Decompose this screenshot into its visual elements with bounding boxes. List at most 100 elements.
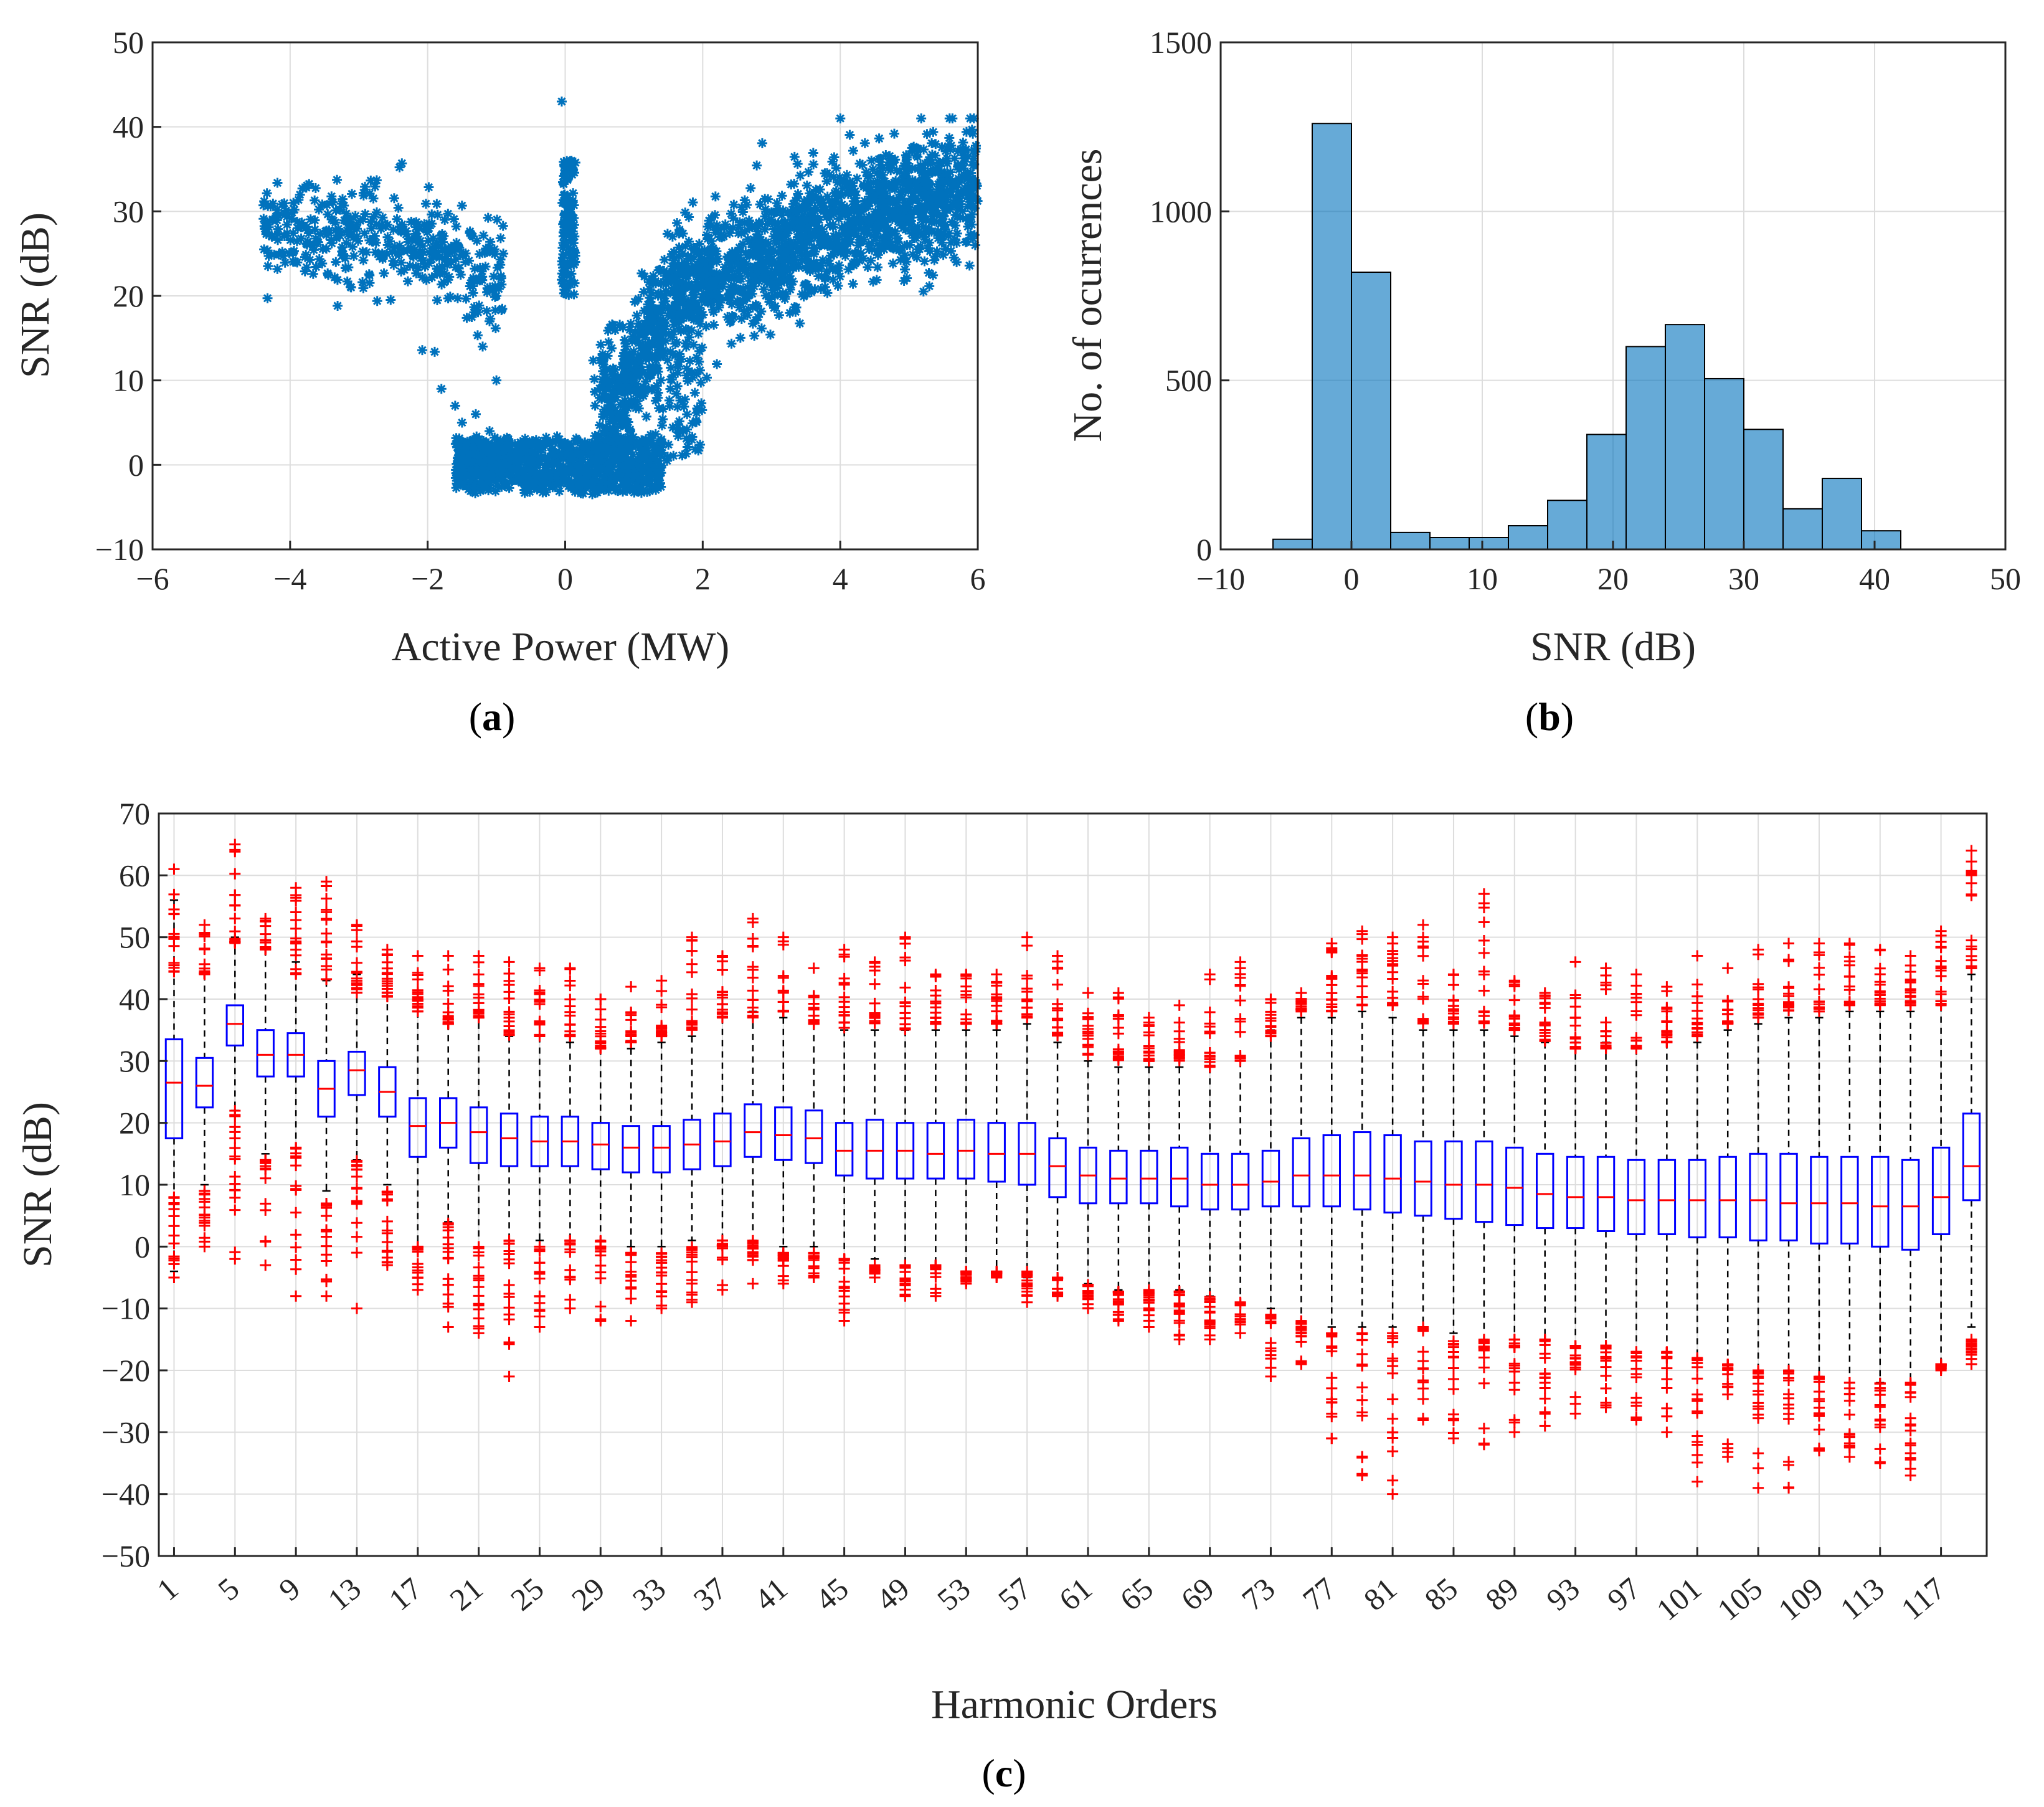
panel-a-scatter-point (360, 209, 371, 219)
panel-a-scatter-point (321, 200, 332, 211)
panel-c-outlier (503, 1291, 515, 1303)
panel-c-box-group (1200, 969, 1219, 1345)
panel-a-scatter-point (589, 437, 600, 448)
panel-a-y-tick-label: 20 (113, 278, 144, 313)
panel-a-scatter-point (687, 432, 698, 442)
panel-a-scatter-point (828, 275, 838, 285)
panel-c-outlier (777, 985, 789, 997)
panel-a-scatter-point (853, 232, 864, 242)
panel-a-scatter-point (935, 189, 946, 199)
panel-a-scatter-point (654, 403, 665, 414)
panel-c-outlier (473, 1270, 485, 1282)
panel-a-scatter-point (887, 258, 898, 269)
panel-c-outlier (1143, 1055, 1155, 1067)
panel-c-outlier (260, 1235, 272, 1247)
panel-a-scatter-point (619, 478, 630, 489)
panel-c-outlier (656, 975, 668, 987)
panel-a-scatter-point (638, 320, 648, 330)
panel-a-scatter-point (618, 404, 629, 415)
panel-a-scatter-point (624, 349, 635, 360)
panel-a-scatter-point (627, 449, 638, 460)
panel-a-scatter-point (919, 145, 929, 155)
panel-a-scatter-point (852, 204, 863, 215)
panel-a-scatter-point (656, 462, 666, 473)
panel-a-scatter-point (463, 457, 473, 468)
panel-c-outlier (777, 1005, 789, 1017)
panel-a-scatter-point (521, 436, 532, 447)
panel-c-outlier (1082, 1302, 1094, 1314)
panel-a-scatter-point (729, 280, 739, 290)
panel-a-scatter-point (945, 174, 955, 184)
panel-c-outlier (595, 1245, 607, 1257)
panel-a-scatter-point (488, 447, 499, 458)
panel-a-scatter-point (682, 442, 693, 452)
panel-a-scatter-point (496, 279, 507, 290)
panel-c-outlier (595, 994, 607, 1005)
panel-b-bar (1586, 434, 1627, 551)
panel-a-scatter-point (854, 158, 865, 169)
panel-a-scatter-point (900, 250, 911, 260)
panel-a-scatter-point (557, 177, 568, 187)
panel-a-scatter-point (460, 257, 471, 267)
panel-a-scatter-point (610, 325, 620, 336)
panel-a-scatter-point (663, 439, 674, 450)
panel-a-scatter-point (904, 179, 914, 190)
panel-a-scatter-point (968, 183, 979, 194)
panel-a-scatter-point (599, 386, 609, 396)
panel-a-scatter-point (772, 283, 783, 293)
panel-c-outlier (260, 1198, 272, 1210)
panel-a-scatter-point (937, 142, 947, 153)
panel-a-scatter-point (658, 324, 669, 334)
panel-c-box (591, 1122, 610, 1170)
panel-a-scatter-point (736, 313, 747, 324)
panel-a-scatter-point (802, 180, 812, 191)
panel-a-scatter-point (708, 276, 719, 287)
panel-c-outlier (1173, 1304, 1185, 1316)
panel-c-outlier (290, 1263, 302, 1275)
panel-a-scatter-point (394, 240, 405, 251)
panel-a-scatter-point (672, 316, 683, 327)
panel-a-scatter-point (922, 243, 933, 254)
panel-a-scatter-point (724, 272, 734, 283)
panel-a-scatter-point (475, 452, 485, 462)
panel-a-scatter-point (444, 272, 455, 282)
panel-a-scatter-point (491, 291, 502, 301)
panel-a-scatter-point (534, 467, 545, 477)
panel-a-scatter-point (560, 212, 570, 223)
panel-c-outlier (290, 882, 302, 894)
panel-a-scatter-point (412, 231, 423, 242)
panel-a-scatter-point (454, 242, 465, 253)
panel-a-x-tick-label: −4 (273, 561, 306, 596)
panel-a-scatter-point (656, 330, 666, 340)
panel-c-outlier (290, 1147, 302, 1159)
panel-a-scatter-point (963, 151, 973, 162)
panel-c-outlier (1052, 962, 1064, 974)
panel-a-scatter-point (695, 318, 706, 329)
panel-c-outlier (1052, 1290, 1064, 1302)
panel-a-scatter-point (863, 216, 874, 227)
panel-a-scatter-point (587, 460, 597, 471)
panel-a-scatter-point (282, 219, 292, 230)
panel-a-scatter-point (646, 384, 657, 395)
panel-a-scatter-point (311, 262, 321, 272)
panel-a-scatter-point (869, 212, 880, 223)
panel-a-scatter-point (465, 464, 476, 475)
panel-a-scatter-point (698, 288, 709, 299)
panel-a-scatter-point (965, 113, 975, 124)
panel-a-scatter-point (804, 236, 815, 247)
panel-a-scatter-point (851, 249, 862, 259)
panel-a-scatter-point (840, 221, 850, 231)
panel-c-outlier (1052, 979, 1064, 990)
panel-c-outlier (229, 1153, 241, 1165)
panel-a-scatter-point (480, 479, 491, 490)
panel-b-bar (1508, 525, 1548, 550)
panel-a-scatter-point (681, 448, 691, 459)
panel-a-scatter-point (679, 394, 690, 405)
panel-a-scatter-point (491, 477, 502, 487)
panel-a-scatter-point (597, 353, 607, 364)
panel-c-outlier (229, 913, 241, 924)
panel-a-scatter-point (675, 306, 686, 317)
panel-c-box (469, 1106, 488, 1164)
panel-a-scatter-point (813, 263, 824, 274)
panel-a-scatter-point (945, 191, 956, 201)
